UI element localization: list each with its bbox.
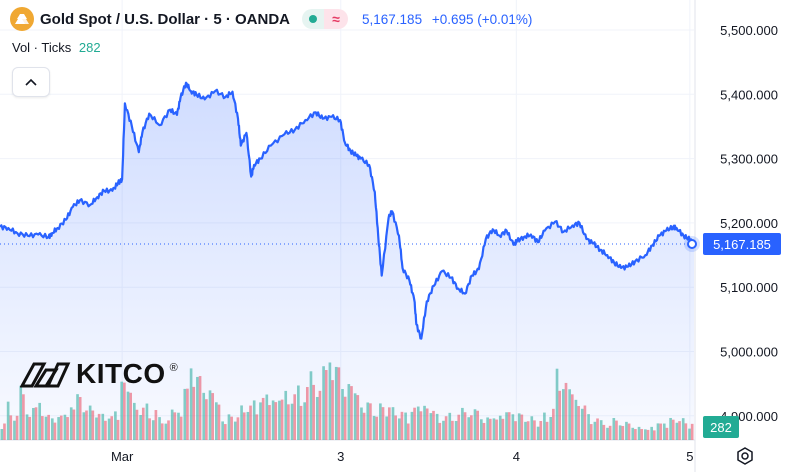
market-open-dot-icon[interactable]: [302, 9, 325, 29]
kitco-logo: KITCO ®: [20, 358, 178, 390]
price-change: +0.695 (+0.01%): [431, 11, 533, 27]
current-price: 5,167.185: [362, 11, 423, 27]
last-volume-badge: 282: [703, 416, 739, 438]
y-axis[interactable]: 5,500.000 5,400.000 5,300.000 5,200.000 5,10…: [720, 23, 778, 424]
last-price-dot: [687, 239, 697, 250]
chart-header: Gold Spot / U.S. Dollar · 5 · OANDA ≈ 5,…: [10, 7, 532, 31]
volume-value: 282: [78, 40, 101, 55]
chevron-up-icon: [25, 78, 37, 86]
kitco-bars-icon: [20, 362, 71, 388]
y-tick-label: 5,200.000: [720, 216, 778, 231]
y-tick-label: 5,300.000: [720, 152, 778, 167]
y-tick-label: 5,000.000: [720, 345, 778, 360]
x-tick-label: 3: [337, 449, 344, 464]
symbol-title[interactable]: Gold Spot / U.S. Dollar · 5 · OANDA: [40, 10, 291, 28]
y-tick-label: 5,500.000: [720, 23, 778, 38]
last-price-badge: 5,167.185: [703, 233, 781, 256]
last-price-label: 5,167.185: [713, 237, 771, 252]
collapse-legend-button[interactable]: [12, 67, 50, 97]
price-quote: 5,167.185 +0.695 (+0.01%): [362, 12, 532, 27]
x-tick-label: Mar: [111, 449, 134, 464]
y-tick-label: 5,100.000: [720, 280, 778, 295]
y-tick-label: 5,400.000: [720, 87, 778, 102]
wave-icon[interactable]: ≈: [324, 9, 349, 29]
kitco-wordmark: KITCO: [76, 358, 166, 389]
price-line: [0, 81, 695, 340]
status-pills[interactable]: ≈: [302, 9, 349, 29]
price-area-fill: [0, 82, 694, 440]
x-tick-label: 4: [513, 449, 520, 464]
registered-mark: ®: [169, 362, 178, 374]
settings-hexagon-icon[interactable]: [735, 446, 755, 466]
volume-legend[interactable]: Vol · Ticks 282: [12, 40, 101, 55]
last-volume-label: 282: [710, 420, 732, 435]
x-axis[interactable]: Mar 3 4 5: [111, 449, 694, 464]
volume-label: Vol · Ticks: [12, 40, 72, 55]
x-tick-label: 5: [686, 449, 693, 464]
gold-bars-icon: [10, 7, 34, 31]
